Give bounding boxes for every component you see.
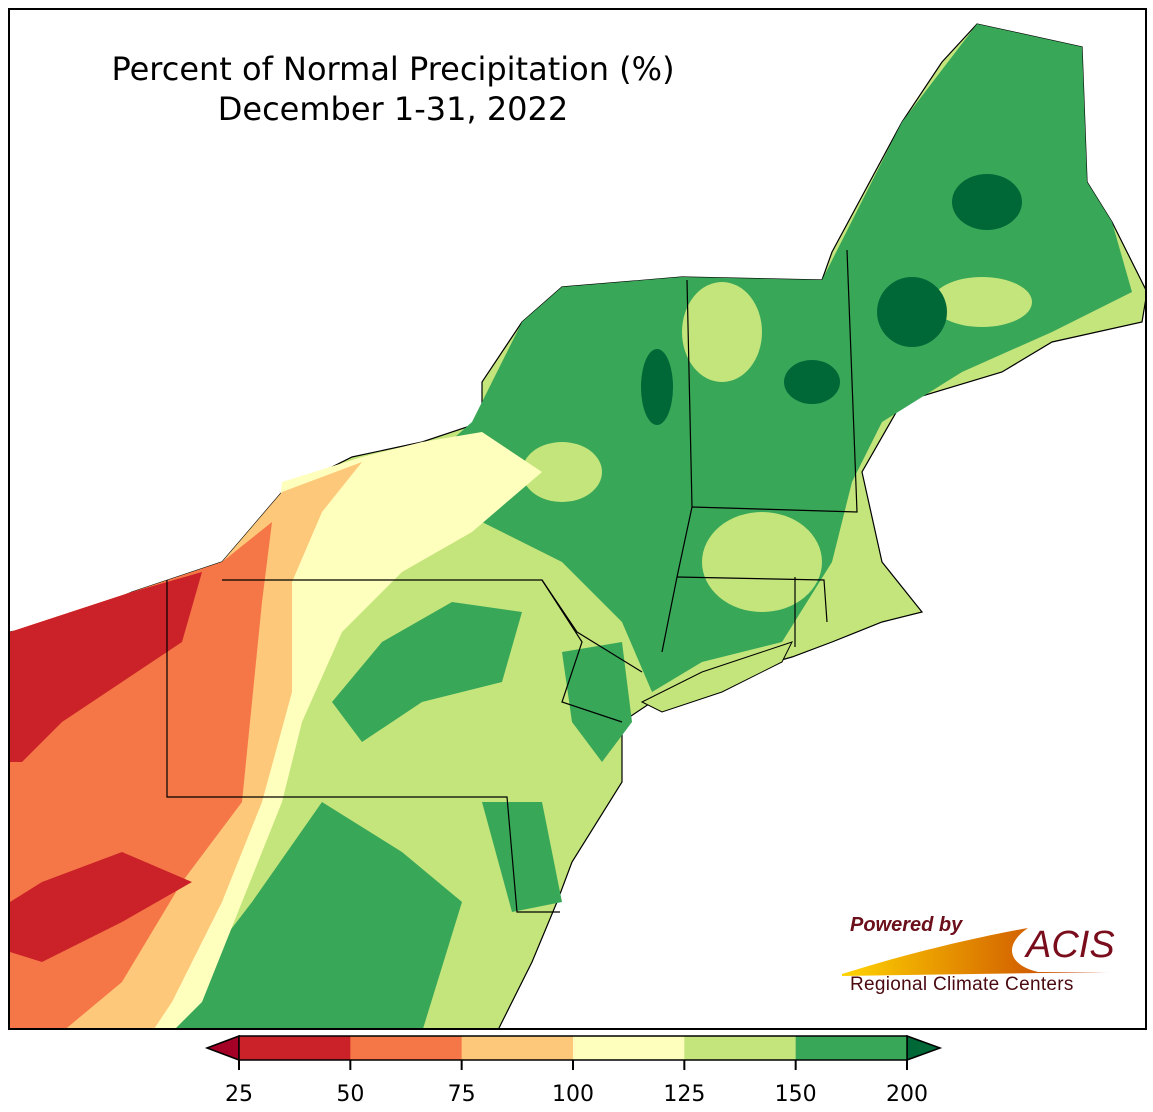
colorbar-bin-150-200 bbox=[795, 1036, 908, 1060]
colorbar-tick-label: 50 bbox=[336, 1082, 365, 1107]
colorbar-under-arrow bbox=[204, 1034, 240, 1062]
logo-swoosh-icon bbox=[842, 928, 1108, 976]
logo-powered-by: Powered by bbox=[850, 914, 963, 936]
acis-logo: Powered by ACIS Regional Climate Centers bbox=[838, 910, 1128, 1010]
green-regions bbox=[155, 24, 1132, 1028]
colorbar-tick-label: 25 bbox=[225, 1082, 253, 1107]
colorbar-tick-label: 75 bbox=[447, 1082, 476, 1107]
colorbar-bin-125-150 bbox=[684, 1036, 797, 1060]
colorbar-tick-label: 150 bbox=[774, 1082, 817, 1107]
colorbar bbox=[204, 1034, 943, 1070]
long-island bbox=[640, 641, 793, 713]
dark-green-regions bbox=[641, 174, 1022, 425]
precipitation-map bbox=[10, 23, 1145, 1028]
yellow-band bbox=[134, 432, 542, 1028]
colorbar-bin-100-125 bbox=[573, 1036, 685, 1060]
colorbar-bin-25-50 bbox=[239, 1036, 351, 1060]
red-regions bbox=[10, 572, 202, 962]
light-green-patches bbox=[522, 277, 1032, 612]
logo-name: ACIS bbox=[1026, 924, 1115, 966]
logo-subtitle: Regional Climate Centers bbox=[850, 974, 1074, 995]
map-frame: Percent of Normal Precipitation (%) Dece… bbox=[8, 8, 1147, 1030]
colorbar-over-arrow bbox=[906, 1034, 943, 1062]
state-borders bbox=[166, 249, 858, 913]
colorbar-tick-label: 125 bbox=[663, 1082, 706, 1107]
colorbar-tick-label: 200 bbox=[886, 1082, 928, 1107]
map-title: Percent of Normal Precipitation (%) bbox=[111, 50, 675, 88]
colorbar-tick-label: 100 bbox=[552, 1082, 594, 1107]
colorbar-bin-50-75 bbox=[350, 1036, 463, 1060]
map-subtitle: December 1-31, 2022 bbox=[217, 90, 569, 128]
colorbar-bin-75-100 bbox=[461, 1036, 574, 1060]
